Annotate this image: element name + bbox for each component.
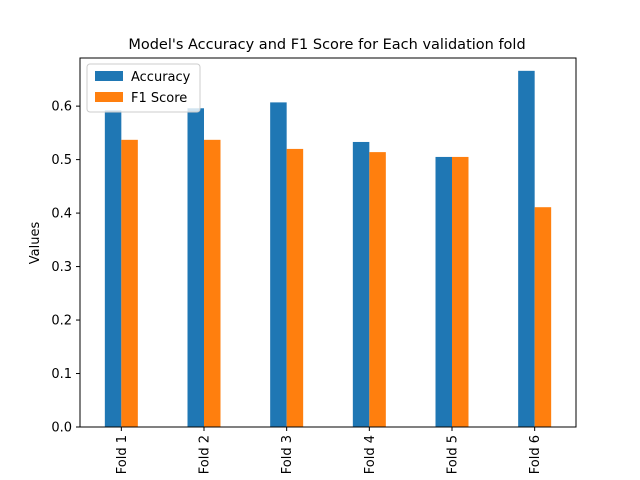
legend-swatch-accuracy [95, 71, 123, 81]
y-axis-label: Values [28, 222, 43, 265]
legend: Accuracy F1 Score [86, 63, 201, 113]
y-tick-label: 0.3 [51, 260, 72, 275]
y-tick-label: 0.4 [51, 207, 72, 222]
bar-f1-score-1 [121, 139, 138, 428]
x-tick-label: Fold 5 [446, 435, 461, 474]
bar-accuracy-1 [104, 110, 122, 428]
bar-f1-score-2 [204, 139, 221, 428]
x-tick-label: Fold 4 [363, 435, 378, 474]
y-tick-label: 0.5 [51, 153, 72, 168]
bar-accuracy-5 [435, 156, 452, 427]
legend-label-f1-score: F1 Score [131, 91, 187, 106]
bar-f1-score-5 [452, 156, 469, 427]
bar-accuracy-3 [270, 102, 287, 427]
y-axis-ticks: 0.0 0.1 0.2 0.3 0.4 0.5 0.6 [51, 100, 80, 436]
bar-accuracy-6 [518, 70, 535, 428]
x-tick-label: Fold 2 [198, 435, 213, 474]
y-tick-label: 0.1 [51, 367, 72, 382]
axes [79, 57, 577, 428]
chart-title: Model's Accuracy and F1 Score for Each v… [128, 37, 525, 53]
y-tick-label: 0.6 [51, 100, 72, 115]
legend-label-accuracy: Accuracy [131, 70, 191, 85]
x-axis-ticks: Fold 1 Fold 2 Fold 3 Fold 4 Fold 5 Fold 6 [115, 427, 543, 474]
plot-area [80, 58, 576, 427]
legend-swatch-f1-score [95, 92, 123, 102]
y-tick-label: 0.0 [51, 421, 72, 436]
bar-accuracy-2 [187, 108, 204, 427]
x-tick-label: Fold 1 [115, 435, 130, 474]
bar-accuracy-4 [352, 141, 370, 427]
axes-frame [79, 57, 577, 428]
y-tick-label: 0.2 [51, 314, 72, 329]
bar-f1-score-6 [534, 207, 552, 427]
x-tick-label: Fold 6 [528, 435, 543, 474]
bar-f1-score-4 [369, 152, 386, 427]
bar-f1-score-3 [286, 148, 304, 428]
x-tick-label: Fold 3 [280, 435, 295, 474]
bars [104, 70, 552, 428]
plot-background [80, 58, 576, 427]
